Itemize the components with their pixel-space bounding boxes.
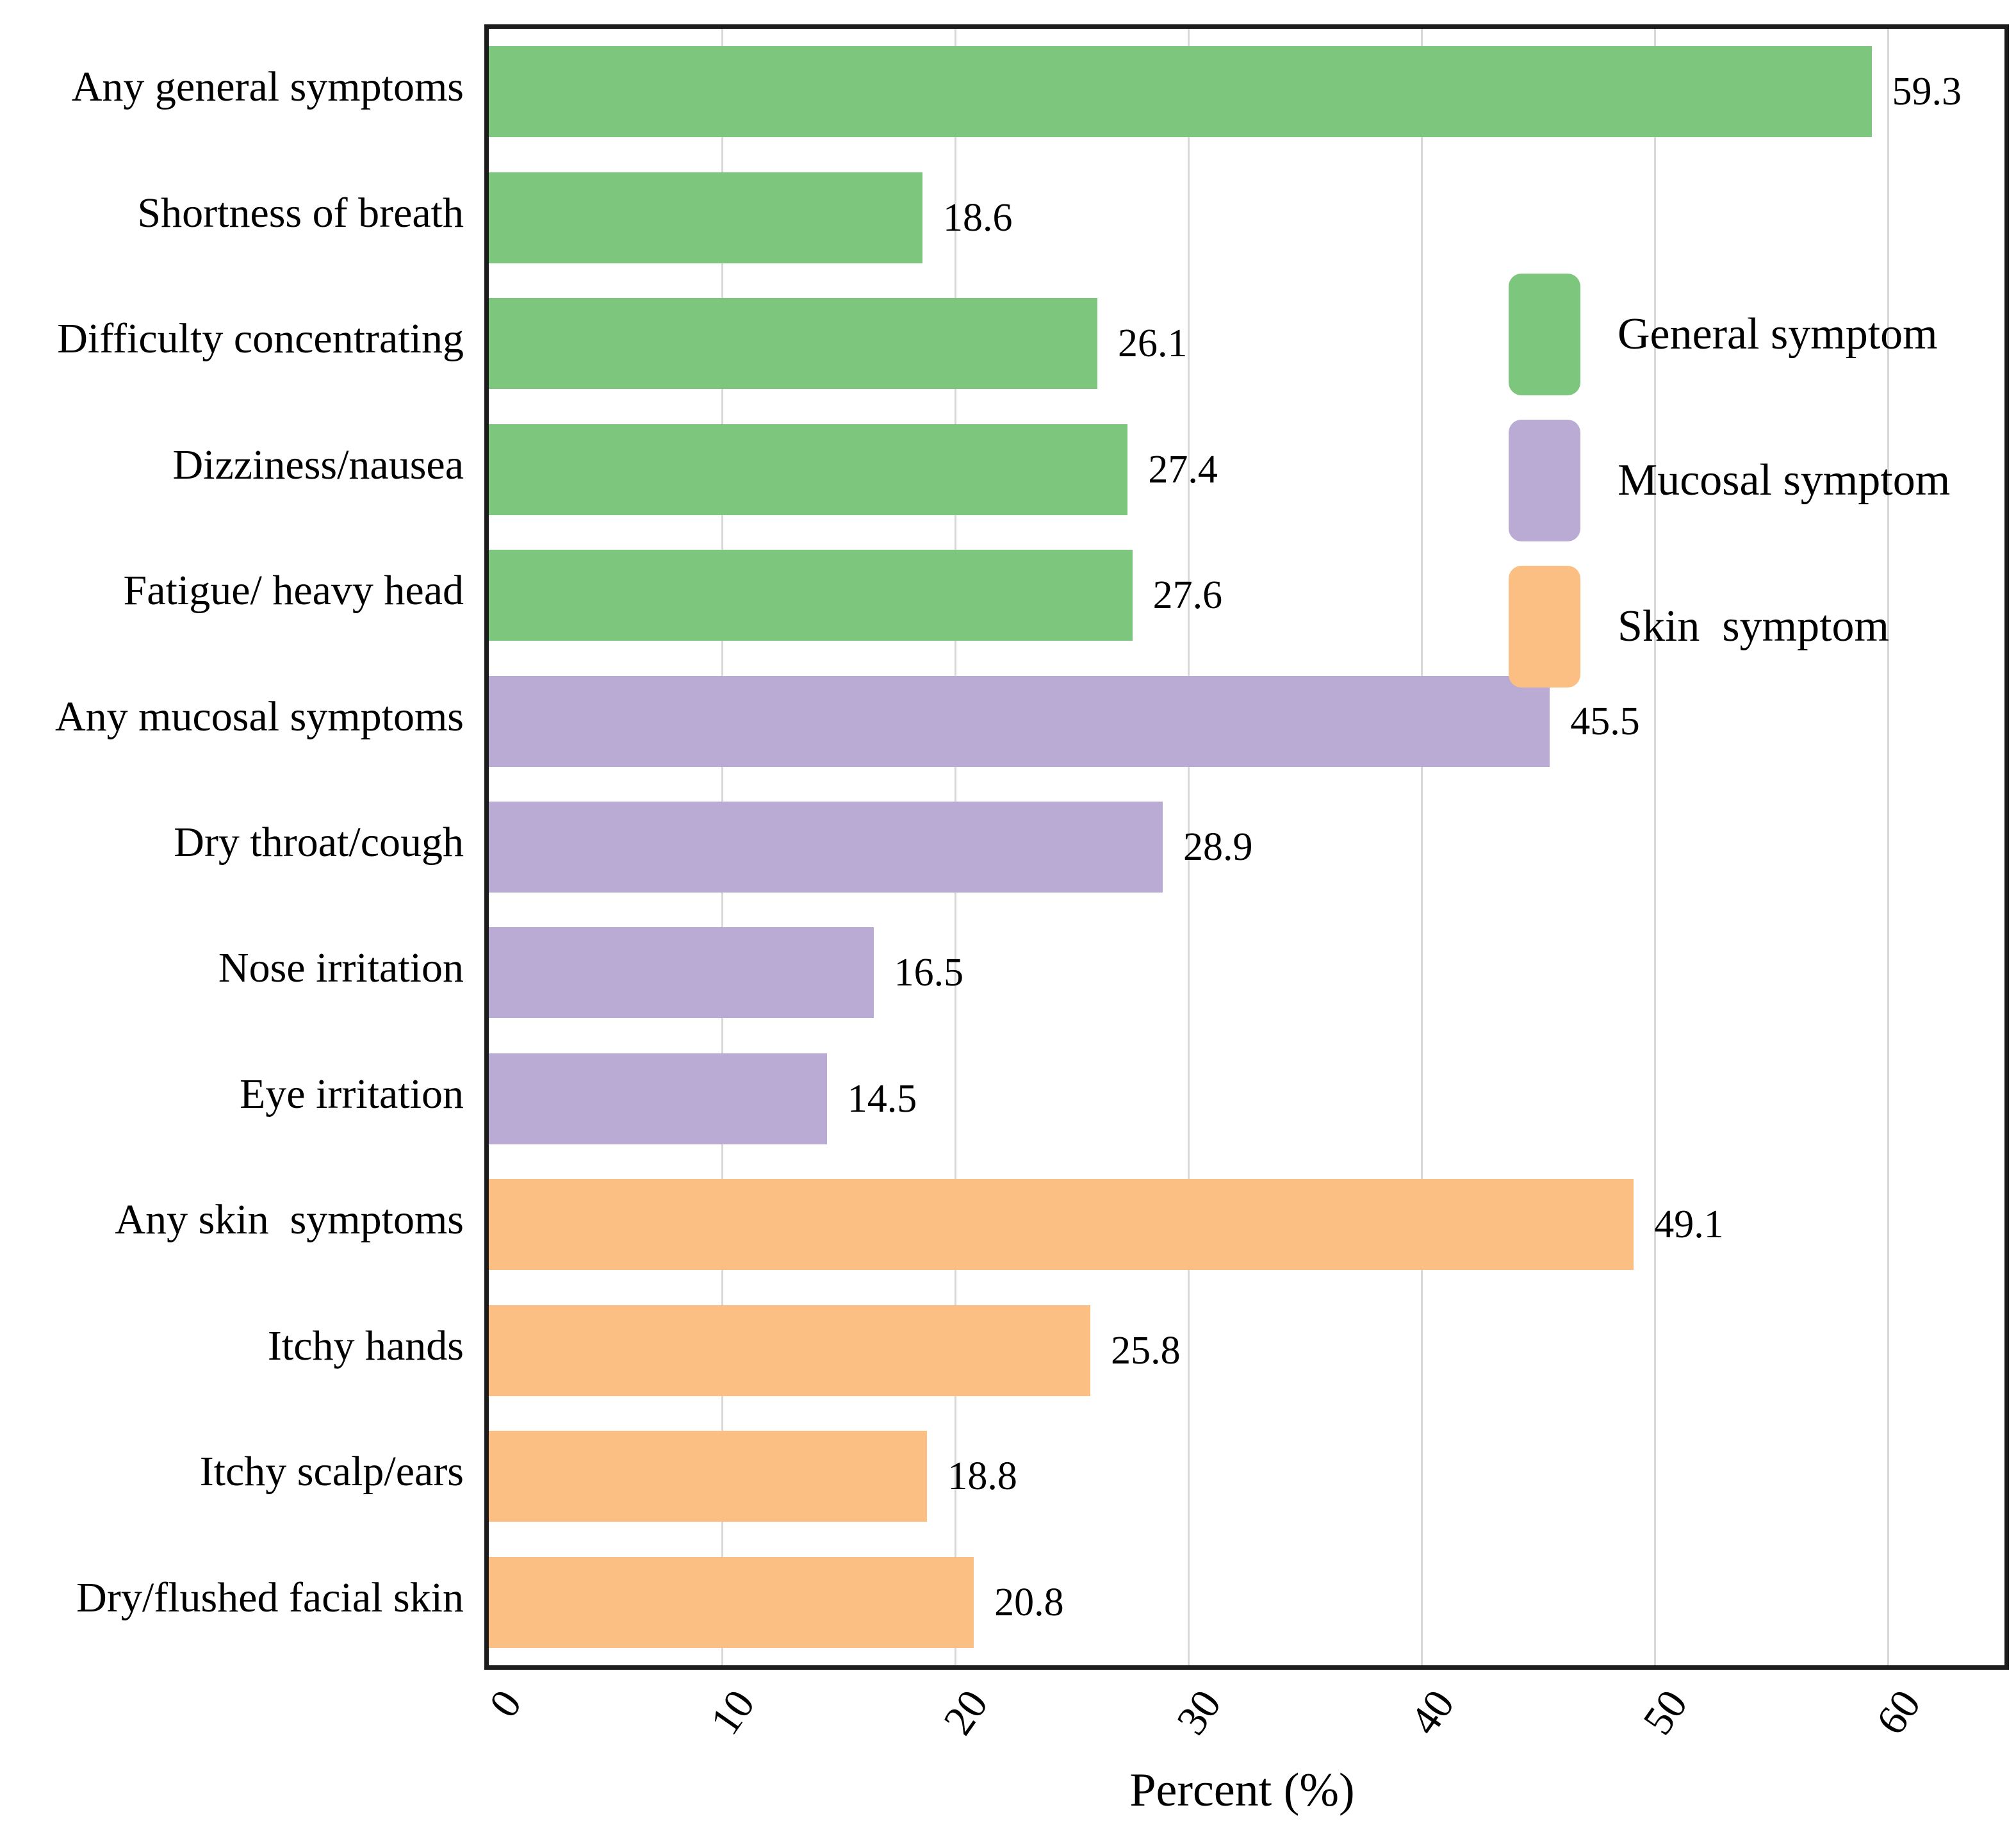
legend-swatch-skin — [1509, 566, 1580, 688]
category-label: Any mucosal symptoms — [55, 693, 464, 740]
category-label: Itchy hands — [267, 1322, 464, 1369]
bar-general — [489, 550, 1133, 641]
bar-general — [489, 298, 1098, 390]
bar-value-label: 45.5 — [1570, 699, 1640, 743]
plot-area: 59.3 18.6 26.1 27.4 27.6 45.5 28.9 16.5 14.5 49.1… — [484, 24, 2009, 1670]
bar-mucosal — [489, 927, 874, 1019]
category-label: Fatigue/ heavy head — [123, 567, 464, 614]
x-tick-label-10: 10 — [701, 1681, 764, 1743]
category-label: Nose irritation — [218, 944, 464, 992]
bar-value-label: 59.3 — [1892, 70, 1962, 114]
bar-value-label: 49.1 — [1654, 1203, 1724, 1247]
x-tick-label-50: 50 — [1634, 1681, 1697, 1743]
bar-value-label: 16.5 — [894, 951, 964, 995]
legend-item-mucosal: Mucosal symptom — [1509, 420, 1950, 541]
x-tick-label-0: 0 — [480, 1681, 531, 1726]
bar-value-label: 26.1 — [1118, 322, 1188, 366]
bar-skin — [489, 1431, 928, 1522]
legend-item-general: General symptom — [1509, 274, 1950, 395]
legend-label: General symptom — [1618, 309, 1938, 359]
gridline-x-30 — [1187, 29, 1190, 1665]
category-label: Shortness of breath — [137, 189, 464, 236]
category-label: Dry throat/cough — [174, 818, 464, 866]
bar-skin — [489, 1305, 1091, 1396]
bar-skin — [489, 1556, 974, 1648]
legend-swatch-mucosal — [1509, 420, 1580, 541]
legend: General symptom Mucosal symptom Skin sympt… — [1509, 274, 1950, 688]
bar-value-label: 18.6 — [943, 195, 1013, 240]
bar-skin — [489, 1179, 1634, 1271]
bar-value-label: 27.6 — [1152, 573, 1223, 618]
x-tick-label-20: 20 — [934, 1681, 997, 1743]
bar-general — [489, 424, 1128, 515]
gridline-x-60 — [1887, 29, 1889, 1665]
category-label: Dry/flushed facial skin — [76, 1574, 464, 1621]
bar-value-label: 28.9 — [1183, 825, 1253, 869]
bar-general — [489, 46, 1872, 138]
legend-label: Mucosal symptom — [1618, 456, 1951, 505]
legend-swatch-general — [1509, 274, 1580, 395]
category-label: Itchy scalp/ears — [199, 1448, 464, 1495]
x-tick-label-60: 60 — [1867, 1681, 1930, 1743]
category-label: Any general symptoms — [71, 63, 464, 111]
bar-mucosal — [489, 802, 1163, 893]
category-label: Dizziness/nausea — [172, 441, 464, 488]
bar-mucosal — [489, 675, 1550, 767]
y-axis-category-labels: Any general symptoms Shortness of breath D… — [0, 24, 466, 1661]
x-tick-label-40: 40 — [1400, 1681, 1464, 1743]
bar-value-label: 14.5 — [847, 1076, 917, 1121]
bar-mucosal — [489, 1053, 827, 1144]
category-label: Any skin symptoms — [115, 1196, 464, 1244]
bar-value-label: 18.8 — [947, 1454, 1017, 1499]
x-axis-title: Percent (%) — [1129, 1764, 1355, 1816]
bar-general — [489, 172, 923, 263]
plot-canvas: 59.3 18.6 26.1 27.4 27.6 45.5 28.9 16.5 14.5 49.1… — [489, 29, 2004, 1665]
x-tick-label-30: 30 — [1167, 1681, 1231, 1743]
gridline-x-40 — [1420, 29, 1423, 1665]
bar-value-label: 25.8 — [1111, 1328, 1181, 1372]
bar-value-label: 27.4 — [1148, 447, 1218, 491]
category-label: Eye irritation — [239, 1070, 464, 1117]
category-label: Difficulty concentrating — [57, 315, 464, 363]
legend-label: Skin symptom — [1618, 602, 1889, 651]
bar-value-label: 20.8 — [994, 1580, 1064, 1624]
legend-item-skin: Skin symptom — [1509, 566, 1950, 688]
gridline-x-50 — [1653, 29, 1656, 1665]
